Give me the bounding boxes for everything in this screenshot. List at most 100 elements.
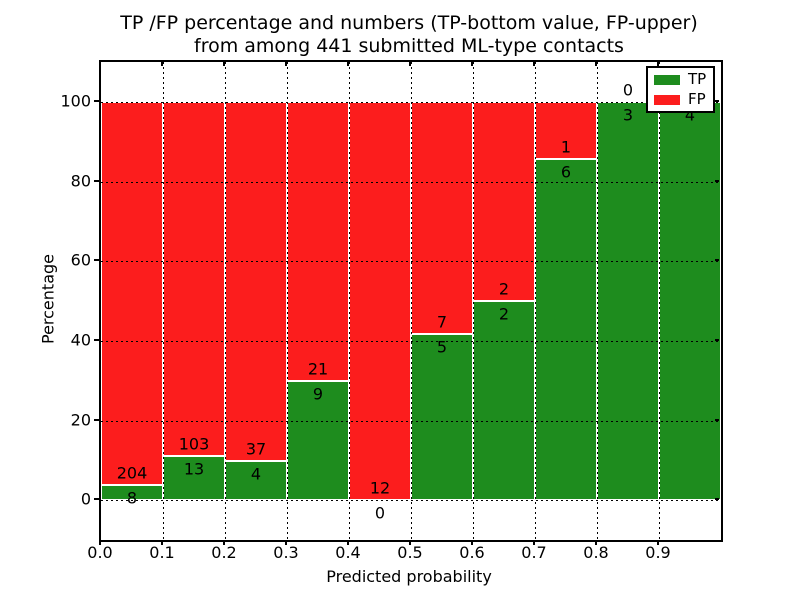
x-tick-mark: [99, 540, 101, 545]
y-tick-mark: [94, 418, 99, 421]
y-tick-label: 20: [70, 410, 91, 429]
x-tick-mark: [471, 540, 473, 545]
bar-segment-tp: [659, 101, 721, 501]
x-tick-label: 0.1: [149, 543, 175, 562]
x-gridline: [597, 62, 598, 540]
y-tick-mark-right: [715, 179, 719, 182]
x-tick-mark: [409, 540, 411, 545]
bar-segment-tp: [411, 334, 473, 501]
x-tick-mark: [657, 540, 659, 545]
tp-count-label: 13: [183, 459, 205, 479]
x-gridline: [535, 62, 536, 540]
y-axis-label: Percentage: [38, 253, 58, 345]
bar-segment-fp: [535, 101, 597, 159]
bar-segment-tp: [163, 455, 225, 501]
tp-count-label: 0: [374, 503, 386, 523]
fp-swatch-icon: [654, 94, 680, 105]
bar-segment-fp: [349, 101, 411, 501]
x-tick-mark: [285, 540, 287, 545]
x-tick-mark: [347, 540, 349, 545]
legend-item-tp: TP: [654, 72, 707, 87]
x-tick-label: 0.5: [397, 543, 423, 562]
fp-count-label: 204: [116, 463, 148, 483]
fp-count-label: 2: [498, 279, 510, 299]
x-tick-label: 0.8: [583, 543, 609, 562]
y-tick-label: 40: [70, 330, 91, 350]
x-tick-mark-top: [533, 62, 535, 66]
x-tick-mark-top: [657, 62, 659, 66]
tp-count-label: 4: [684, 105, 696, 125]
tp-swatch-icon: [654, 74, 680, 85]
x-tick-mark: [595, 540, 597, 545]
x-tick-label: 0.9: [645, 543, 671, 562]
x-tick-mark-top: [285, 62, 287, 66]
x-tick-mark: [533, 540, 535, 545]
x-tick-mark-top: [223, 62, 225, 66]
y-tick-mark-right: [715, 259, 719, 262]
legend-item-fp: FP: [654, 92, 707, 107]
y-tick-mark-right: [715, 338, 719, 341]
x-axis-label: Predicted probability: [326, 567, 492, 586]
x-gridline: [225, 62, 226, 540]
x-tick-mark: [161, 540, 163, 545]
y-tick-mark-right: [715, 498, 719, 501]
y-tick-label: 80: [70, 171, 91, 190]
fp-count-label: 1: [560, 137, 572, 157]
tp-count-label: 3: [622, 105, 634, 125]
x-tick-label: 0.2: [211, 543, 237, 562]
plot-area: 2048103133742191207522160304: [99, 60, 723, 542]
y-tick-label: 60: [70, 250, 91, 270]
y-tick-mark-right: [715, 418, 719, 421]
legend-label-tp: TP: [688, 70, 707, 88]
bar-segment-fp: [163, 101, 225, 456]
fp-count-label: 12: [369, 478, 391, 498]
y-tick-mark: [94, 99, 99, 102]
x-tick-mark-top: [161, 62, 163, 66]
y-tick-label: 100: [60, 91, 91, 111]
y-tick-mark-right: [715, 99, 719, 102]
tp-count-label: 6: [560, 162, 572, 182]
x-gridline: [473, 62, 474, 540]
legend-label-fp: FP: [688, 90, 706, 108]
y-tick-mark: [94, 259, 99, 262]
bar-segment-fp: [101, 101, 163, 486]
bar-segment-fp: [287, 101, 349, 381]
bar-segment-fp: [225, 101, 287, 462]
bar-segment-tp: [473, 301, 535, 501]
y-tick-label: 0: [80, 489, 91, 509]
bar-segment-fp: [411, 101, 473, 335]
tp-count-label: 8: [126, 488, 138, 508]
fp-count-label: 0: [622, 80, 634, 100]
x-tick-mark: [223, 540, 225, 545]
legend: TP FP: [646, 66, 715, 113]
bar-segment-tp: [101, 485, 163, 501]
y-tick-mark: [94, 338, 99, 341]
x-tick-label: 0.4: [335, 543, 361, 562]
chart-title-line2: from among 441 submitted ML-type contact…: [194, 35, 624, 57]
x-gridline: [287, 62, 288, 540]
bar-segment-tp: [597, 101, 659, 501]
x-tick-mark-top: [471, 62, 473, 66]
bar-segment-fp: [473, 101, 535, 301]
fp-count-label: 37: [245, 439, 267, 459]
fp-count-label: 103: [178, 434, 210, 454]
x-tick-label: 0.7: [521, 543, 547, 562]
y-tick-mark: [94, 179, 99, 182]
chart-title: TP /FP percentage and numbers (TP-bottom…: [99, 12, 719, 58]
x-tick-mark-top: [409, 62, 411, 66]
x-tick-label: 0.0: [87, 543, 113, 562]
bar-segment-tp: [535, 158, 597, 501]
tp-count-label: 9: [312, 384, 324, 404]
x-tick-label: 0.6: [459, 543, 485, 562]
x-tick-label: 0.3: [273, 543, 299, 562]
chart-title-line1: TP /FP percentage and numbers (TP-bottom…: [120, 12, 698, 34]
tp-count-label: 2: [498, 304, 510, 324]
y-tick-mark: [94, 498, 99, 501]
tp-count-label: 5: [436, 337, 448, 357]
tp-count-label: 4: [250, 464, 262, 484]
x-gridline: [163, 62, 164, 540]
x-tick-mark-top: [595, 62, 597, 66]
x-gridline: [411, 62, 412, 540]
x-gridline: [659, 62, 660, 540]
